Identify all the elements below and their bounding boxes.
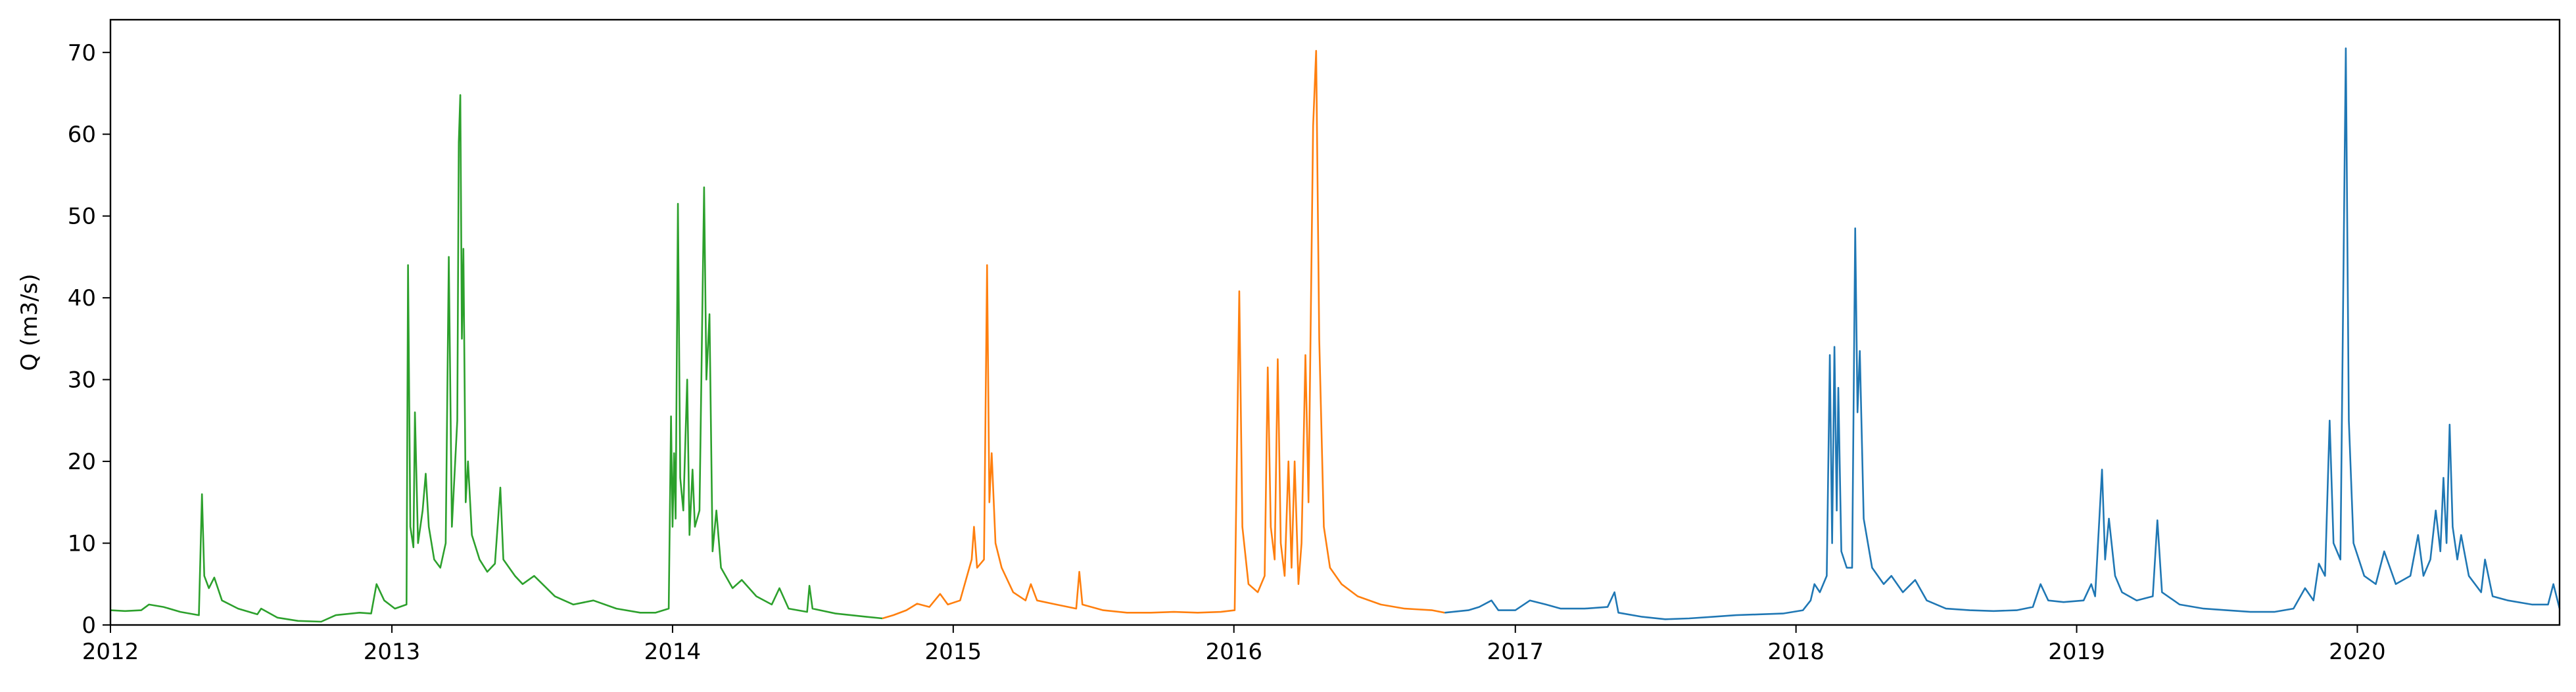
x-tick-label: 2014 — [644, 639, 702, 665]
series-layer — [110, 47, 2561, 623]
y-tick-label: 10 — [68, 531, 96, 557]
y-tick-label: 50 — [68, 204, 96, 230]
series-line-1 — [110, 94, 883, 623]
plot-frame — [109, 18, 2561, 626]
x-tick-label: 2013 — [364, 639, 421, 665]
y-axis-title: Q (m3/s) — [16, 273, 43, 371]
series-line-3 — [1444, 47, 2561, 620]
x-tick-label: 2020 — [2329, 639, 2386, 665]
x-tick-label: 2015 — [925, 639, 982, 665]
y-tick-label: 20 — [68, 449, 96, 475]
y-tick-label: 0 — [82, 612, 96, 639]
x-tick-label: 2018 — [1767, 639, 1825, 665]
x-tick-label: 2017 — [1487, 639, 1544, 665]
x-tick-label: 2019 — [2048, 639, 2105, 665]
y-tick-label: 70 — [68, 40, 96, 66]
x-tick-label: 2016 — [1205, 639, 1262, 665]
y-tick-label: 40 — [68, 285, 96, 311]
y-tick-label: 30 — [68, 367, 96, 394]
series-line-2 — [882, 50, 1445, 620]
y-tick-label: 60 — [68, 122, 96, 148]
axis-layer: 2012 2013 2014 2015 2016 2017 2018 2019 2020 0 10 2… — [68, 40, 2386, 665]
x-tick-label: 2012 — [82, 639, 139, 665]
